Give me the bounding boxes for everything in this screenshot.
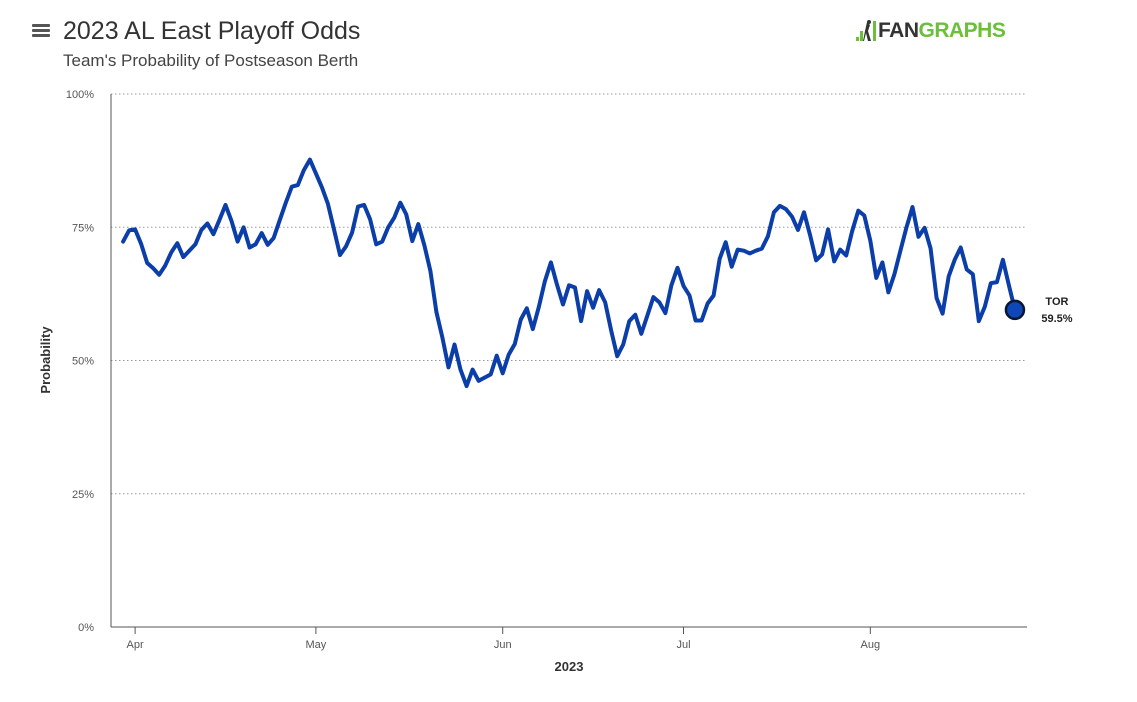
x-tick-label-2: Jun: [494, 639, 512, 651]
y-axis-title: Probability: [38, 326, 53, 394]
x-tick-label-3: Jul: [676, 639, 690, 651]
fangraphs-logo: FAN GRAPHS: [855, 18, 1006, 44]
x-axis-title: 2023: [555, 659, 584, 674]
logo-text-fan: FAN: [878, 19, 919, 42]
y-tick-label-4: 100%: [66, 89, 94, 101]
series-end-label-name: TOR: [1045, 296, 1068, 308]
grid-lines: [111, 93, 1027, 495]
batter-silhouette-icon: [856, 20, 876, 41]
x-tick-label-4: Aug: [861, 639, 881, 651]
y-tick-label-2: 50%: [72, 356, 94, 368]
chart-title: 2023 AL East Playoff Odds: [63, 17, 361, 45]
y-tick-label-3: 75%: [72, 222, 94, 234]
logo-text-graphs: GRAPHS: [918, 19, 1006, 42]
axes: 0% 25% 50% 75% 100% Apr May Jun Jul Aug: [66, 89, 1027, 651]
y-tick-label-1: 25%: [72, 489, 94, 501]
series-layer: TOR 59.5%: [121, 157, 1073, 389]
x-tick-label-1: May: [306, 639, 327, 651]
y-tick-label-0: 0%: [78, 622, 94, 634]
hamburger-menu-icon[interactable]: [32, 24, 50, 37]
chart-subtitle: Team's Probability of Postseason Berth: [63, 51, 359, 70]
series-line-tor: [121, 157, 1017, 389]
x-tick-label-0: Apr: [127, 639, 144, 651]
series-end-marker-tor: [1004, 299, 1026, 321]
series-end-label-value: 59.5%: [1041, 313, 1072, 325]
